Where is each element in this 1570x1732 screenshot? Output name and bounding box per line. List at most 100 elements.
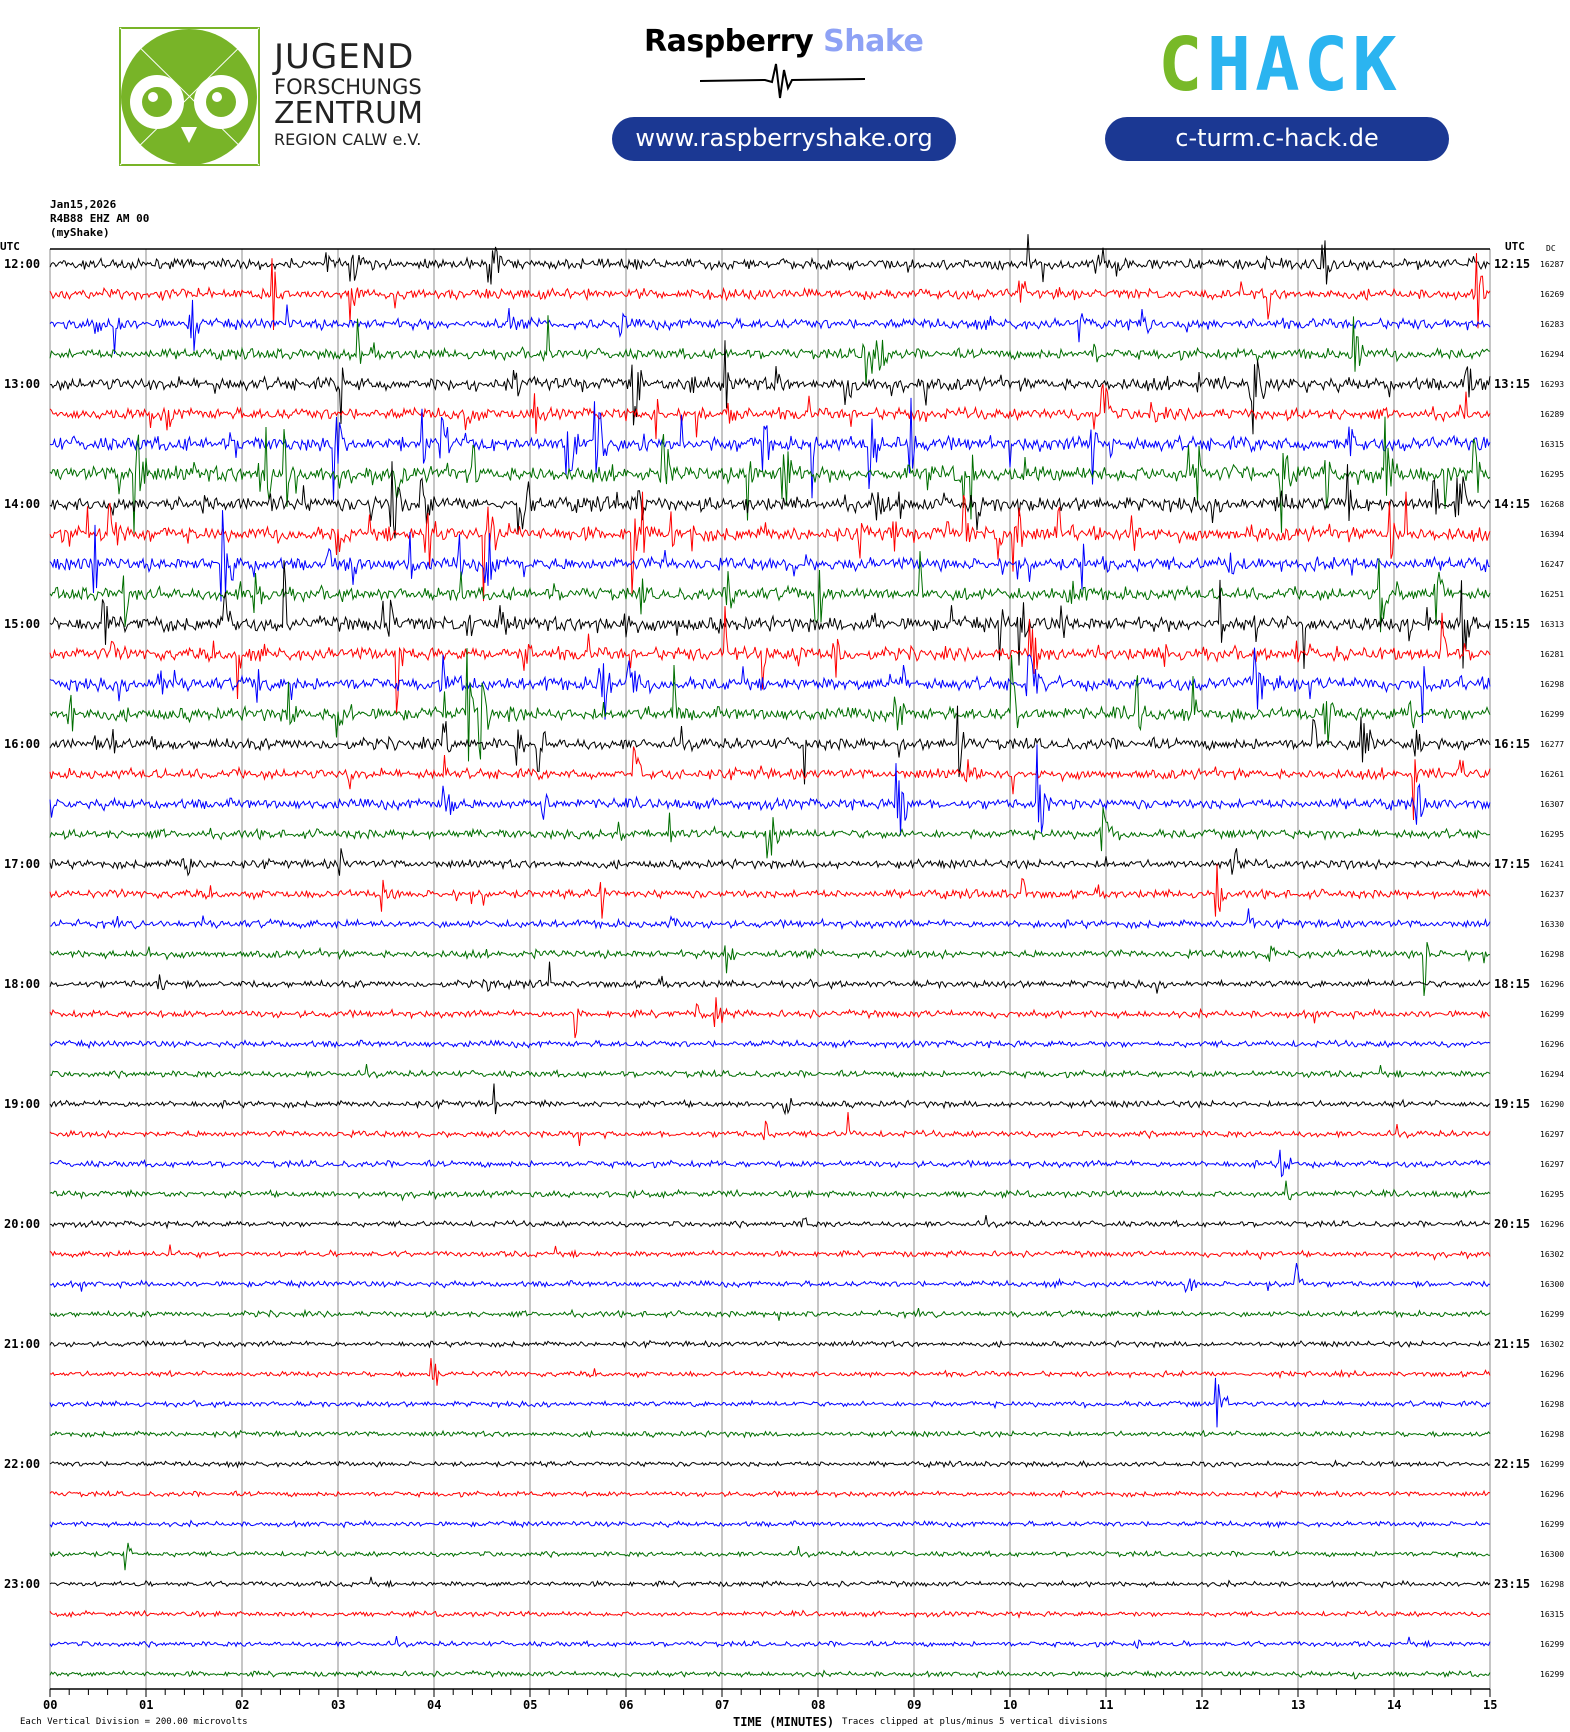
x-tick-label: 14 [1387, 1698, 1402, 1712]
trace-row-9 [49, 491, 1491, 602]
chack-logo: CHACK [1158, 28, 1401, 102]
trace-row-6 [49, 397, 1491, 501]
right-hour-label: 15:15 [1494, 617, 1531, 631]
rs-word-1: Raspberry [644, 24, 814, 59]
left-hour-label: 20:00 [4, 1217, 41, 1231]
dc-value: 16283 [1540, 320, 1565, 329]
trace-row-43 [49, 1542, 1491, 1571]
left-hour-label: 17:00 [4, 857, 41, 871]
chack-url-link[interactable]: c-turm.c-hack.de [1105, 117, 1449, 161]
right-utc-label: UTC [1505, 240, 1525, 253]
dc-value: 16299 [1540, 1310, 1565, 1319]
x-tick-label: 06 [619, 1698, 634, 1712]
trace-row-44 [49, 1576, 1491, 1589]
dc-value: 16298 [1540, 680, 1565, 689]
dc-value: 16296 [1540, 980, 1565, 989]
dc-value: 16307 [1540, 800, 1565, 809]
trace-row-47 [49, 1669, 1491, 1680]
trace-row-40 [49, 1459, 1491, 1469]
dc-value: 16299 [1540, 1520, 1565, 1529]
trace-row-3 [49, 315, 1491, 386]
x-tick-label: 04 [427, 1698, 442, 1712]
dc-value: 16293 [1540, 380, 1565, 389]
x-axis-title: TIME (MINUTES) [733, 1715, 835, 1729]
x-tick-label: 13 [1291, 1698, 1306, 1712]
rs-word-2: Shake [823, 24, 924, 59]
trace-row-32 [49, 1215, 1491, 1230]
trace-row-17 [49, 746, 1491, 821]
network-name: (myShake) [50, 226, 110, 239]
right-hour-label: 14:15 [1494, 497, 1531, 511]
left-hour-label: 15:00 [4, 617, 41, 631]
trace-row-16 [49, 705, 1491, 785]
x-tick-label: 15 [1483, 1698, 1498, 1712]
left-hour-label: 19:00 [4, 1097, 41, 1111]
x-tick-label: 00 [43, 1698, 58, 1712]
left-hour-label: 23:00 [4, 1577, 41, 1591]
trace-row-10 [49, 510, 1491, 602]
x-tick-label: 03 [331, 1698, 346, 1712]
dc-value: 16296 [1540, 1370, 1565, 1379]
dc-value: 16313 [1540, 620, 1565, 629]
raspberry-shake-logo: Raspberry Shake [644, 24, 924, 59]
trace-row-35 [49, 1307, 1491, 1321]
x-tick-label: 05 [523, 1698, 538, 1712]
trace-row-24 [49, 961, 1491, 994]
x-tick-label: 02 [235, 1698, 250, 1712]
dc-value: 16315 [1540, 440, 1565, 449]
trace-row-23 [49, 941, 1490, 996]
trace-row-27 [49, 1064, 1491, 1080]
dc-value: 16287 [1540, 260, 1565, 269]
dc-value: 16269 [1540, 290, 1565, 299]
right-hour-label: 23:15 [1494, 1577, 1531, 1591]
trace-row-12 [49, 560, 1491, 669]
jfz-line-3: ZENTRUM [274, 96, 423, 131]
dc-value: 16298 [1540, 1580, 1565, 1589]
plot-meta: Jan15,2026 R4B88 EHZ AM 00 (myShake) [50, 198, 149, 240]
dc-label: DC [1546, 244, 1556, 253]
dc-value: 16281 [1540, 650, 1565, 659]
dc-value: 16251 [1540, 590, 1565, 599]
trace-row-29 [49, 1112, 1491, 1146]
raspberryshake-url-link[interactable]: www.raspberryshake.org [612, 117, 956, 161]
trace-row-46 [49, 1636, 1491, 1650]
trace-row-42 [49, 1519, 1491, 1529]
right-hour-label: 16:15 [1494, 737, 1531, 751]
dc-value: 16261 [1540, 770, 1565, 779]
jfz-line-2: FORSCHUNGS [274, 75, 422, 99]
dc-value: 16298 [1540, 1430, 1565, 1439]
dc-value: 16296 [1540, 1490, 1565, 1499]
dc-value: 16237 [1540, 890, 1565, 899]
trace-row-36 [49, 1339, 1491, 1349]
station-id: R4B88 EHZ AM 00 [50, 212, 150, 225]
right-hour-label: 22:15 [1494, 1457, 1531, 1471]
left-hour-label: 16:00 [4, 737, 41, 751]
jfz-line-4: REGION CALW e.V. [274, 130, 422, 149]
x-tick-label: 11 [1099, 1698, 1114, 1712]
dc-value: 16302 [1540, 1340, 1565, 1349]
left-hour-label: 22:00 [4, 1457, 41, 1471]
x-tick-label: 10 [1003, 1698, 1018, 1712]
trace-row-19 [49, 807, 1491, 859]
seismic-wave-icon [700, 63, 865, 99]
dc-value: 16296 [1540, 1220, 1565, 1229]
trace-row-0 [49, 234, 1491, 285]
trace-row-8 [49, 461, 1491, 539]
dc-value: 16298 [1540, 950, 1565, 959]
trace-row-14 [49, 647, 1491, 724]
dc-value: 16299 [1540, 1670, 1565, 1679]
x-tick-label: 09 [907, 1698, 922, 1712]
dc-value: 16300 [1540, 1280, 1565, 1289]
dc-value: 16277 [1540, 740, 1565, 749]
jfz-owl-logo [119, 27, 260, 166]
dc-value: 16247 [1540, 560, 1565, 569]
plot-date: Jan15,2026 [50, 198, 117, 211]
left-hour-label: 13:00 [4, 377, 41, 391]
left-hour-label: 21:00 [4, 1337, 41, 1351]
trace-row-41 [49, 1489, 1491, 1499]
dc-value: 16315 [1540, 1610, 1565, 1619]
dc-value: 16296 [1540, 1040, 1565, 1049]
trace-row-13 [49, 606, 1491, 713]
trace-row-28 [49, 1083, 1491, 1116]
